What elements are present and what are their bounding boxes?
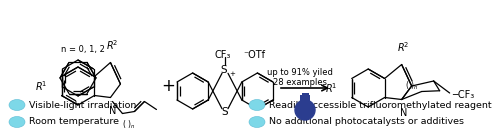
Ellipse shape [249, 99, 265, 111]
Text: N: N [400, 108, 407, 117]
Circle shape [295, 100, 315, 120]
FancyBboxPatch shape [300, 95, 310, 102]
Bar [302, 93, 308, 96]
Text: N: N [109, 105, 116, 116]
Text: No additional photocatalysts or additives: No additional photocatalysts or additive… [269, 117, 464, 127]
Text: Visible-light irradiation: Visible-light irradiation [29, 100, 136, 109]
Text: +: + [161, 77, 175, 95]
Text: $(\ )_n$: $(\ )_n$ [405, 79, 418, 92]
Text: 28 examples: 28 examples [273, 78, 327, 87]
Text: Room temperature: Room temperature [29, 117, 119, 127]
Text: R$^2$: R$^2$ [398, 40, 410, 54]
Text: S: S [222, 107, 228, 117]
Text: ─CF₃: ─CF₃ [452, 90, 474, 100]
Text: S: S [220, 65, 228, 75]
Text: ⁻OTf: ⁻OTf [243, 50, 265, 60]
Text: R$^1$: R$^1$ [35, 79, 48, 93]
Text: R$^2$: R$^2$ [106, 38, 118, 51]
Text: +: + [229, 71, 235, 77]
Ellipse shape [9, 116, 25, 128]
Text: CF₃: CF₃ [215, 50, 231, 60]
Text: up to 91% yiled: up to 91% yiled [267, 68, 333, 77]
Text: R$^1$: R$^1$ [326, 81, 338, 95]
Text: n = 0, 1, 2: n = 0, 1, 2 [61, 45, 105, 54]
Text: Readily accessible trifluoromethylated reagent: Readily accessible trifluoromethylated r… [269, 100, 492, 109]
Ellipse shape [9, 99, 25, 111]
Ellipse shape [249, 116, 265, 128]
Text: $(\ )_n$: $(\ )_n$ [122, 119, 135, 131]
